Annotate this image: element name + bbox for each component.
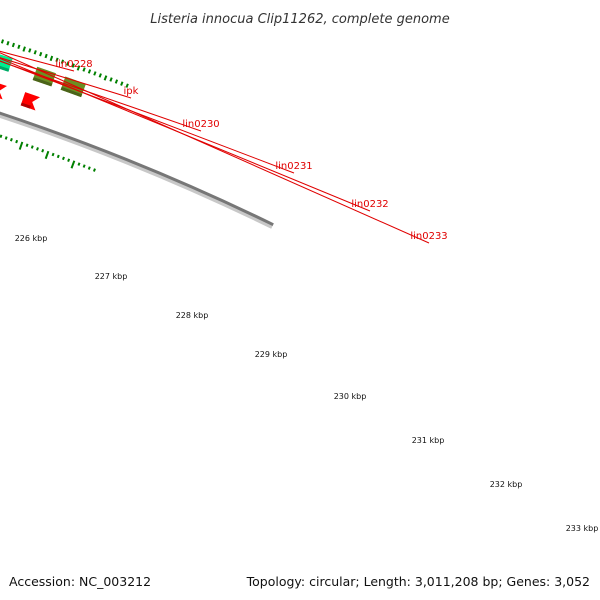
forward-gene-track <box>0 54 86 98</box>
reverse-cds-track <box>0 83 41 111</box>
gene-label-leader <box>0 60 295 174</box>
tick-label: 231 kbp <box>412 436 445 445</box>
tick-mark <box>41 148 45 153</box>
gene-block-shadow <box>32 77 53 87</box>
tick-mark <box>67 158 71 162</box>
tick-mark <box>15 139 19 144</box>
tick-mark <box>9 138 13 142</box>
tick-label: 233 kbp <box>566 524 599 533</box>
map-title: Listeria innocua Clip11262, complete gen… <box>150 12 449 27</box>
tick-mark <box>30 145 34 149</box>
gene-label-leader <box>0 57 132 99</box>
gene-label-leader <box>0 52 430 244</box>
gene-block-shadow <box>0 65 10 72</box>
tick-label: 232 kbp <box>490 480 523 489</box>
tick-mark <box>70 160 76 169</box>
tick-mark <box>125 83 129 88</box>
tick-mark <box>36 147 39 151</box>
tick-mark <box>0 39 5 44</box>
tick-mark <box>11 42 15 48</box>
reverse-cds <box>0 83 7 100</box>
tick-mark <box>82 67 86 72</box>
gene-label: lin0232 <box>351 199 388 210</box>
tick-mark <box>114 79 119 84</box>
tick-labels: 226 kbp 227 kbp 228 kbp 229 kbp 230 kbp 231 k… <box>15 234 599 533</box>
tick-label: 230 kbp <box>334 392 367 401</box>
genome-summary-text: Topology: circular; Length: 3,011,208 bp… <box>246 574 590 589</box>
tick-mark <box>55 57 59 63</box>
tick-mark <box>56 154 60 159</box>
tick-mark <box>61 156 65 161</box>
tick-mark <box>60 59 65 64</box>
tick-mark <box>0 134 3 138</box>
gene-labels: lin0228 ipk lin0230 lin0231 lin0232 lin0233 <box>0 50 448 244</box>
tick-mark <box>77 162 81 166</box>
tick-mark <box>93 71 97 76</box>
gene-label: lin0233 <box>410 231 447 242</box>
tick-mark <box>44 53 48 59</box>
gene-label-leader <box>0 50 75 72</box>
tick-mark <box>39 51 43 57</box>
tick-mark <box>28 48 32 53</box>
genome-backbone <box>0 111 274 227</box>
tick-label: 227 kbp <box>95 272 128 281</box>
tick-mark <box>109 77 113 82</box>
tick-mark <box>49 55 54 62</box>
tick-mark <box>76 65 81 71</box>
gene-label: lin0231 <box>275 161 312 172</box>
tick-mark <box>51 152 55 157</box>
tick-mark <box>82 164 86 168</box>
tick-marks <box>0 39 129 172</box>
tick-mark <box>87 69 92 74</box>
tick-mark <box>22 46 26 52</box>
tick-mark <box>6 41 10 46</box>
tick-mark <box>44 150 50 160</box>
accession-text: Accession: NC_003212 <box>9 574 151 589</box>
tick-mark <box>92 168 96 172</box>
tick-mark <box>66 61 70 66</box>
tick-mark <box>4 136 8 140</box>
tick-mark <box>33 50 37 55</box>
reverse-cds <box>20 92 41 111</box>
gene-label: lin0230 <box>182 119 219 130</box>
reverse-cds-arrow <box>20 92 41 111</box>
tick-mark <box>120 81 124 86</box>
reverse-cds-arrow <box>0 83 7 100</box>
tick-mark <box>18 141 24 150</box>
tick-mark <box>17 44 21 50</box>
tick-mark <box>103 75 108 81</box>
gene-block-shadow <box>60 86 83 98</box>
gene-label-leader <box>0 57 371 212</box>
tick-label: 229 kbp <box>255 350 288 359</box>
tick-mark <box>87 166 91 170</box>
gene-label: lin0228 <box>55 59 92 70</box>
tick-label: 226 kbp <box>15 234 48 243</box>
tick-mark <box>25 143 29 147</box>
backbone-shadow <box>0 112 274 229</box>
tick-mark <box>98 73 102 78</box>
gene-label: ipk <box>124 86 139 97</box>
tick-mark <box>71 63 75 68</box>
tick-label: 228 kbp <box>176 311 209 320</box>
reverse-cds-shadow <box>20 102 31 109</box>
